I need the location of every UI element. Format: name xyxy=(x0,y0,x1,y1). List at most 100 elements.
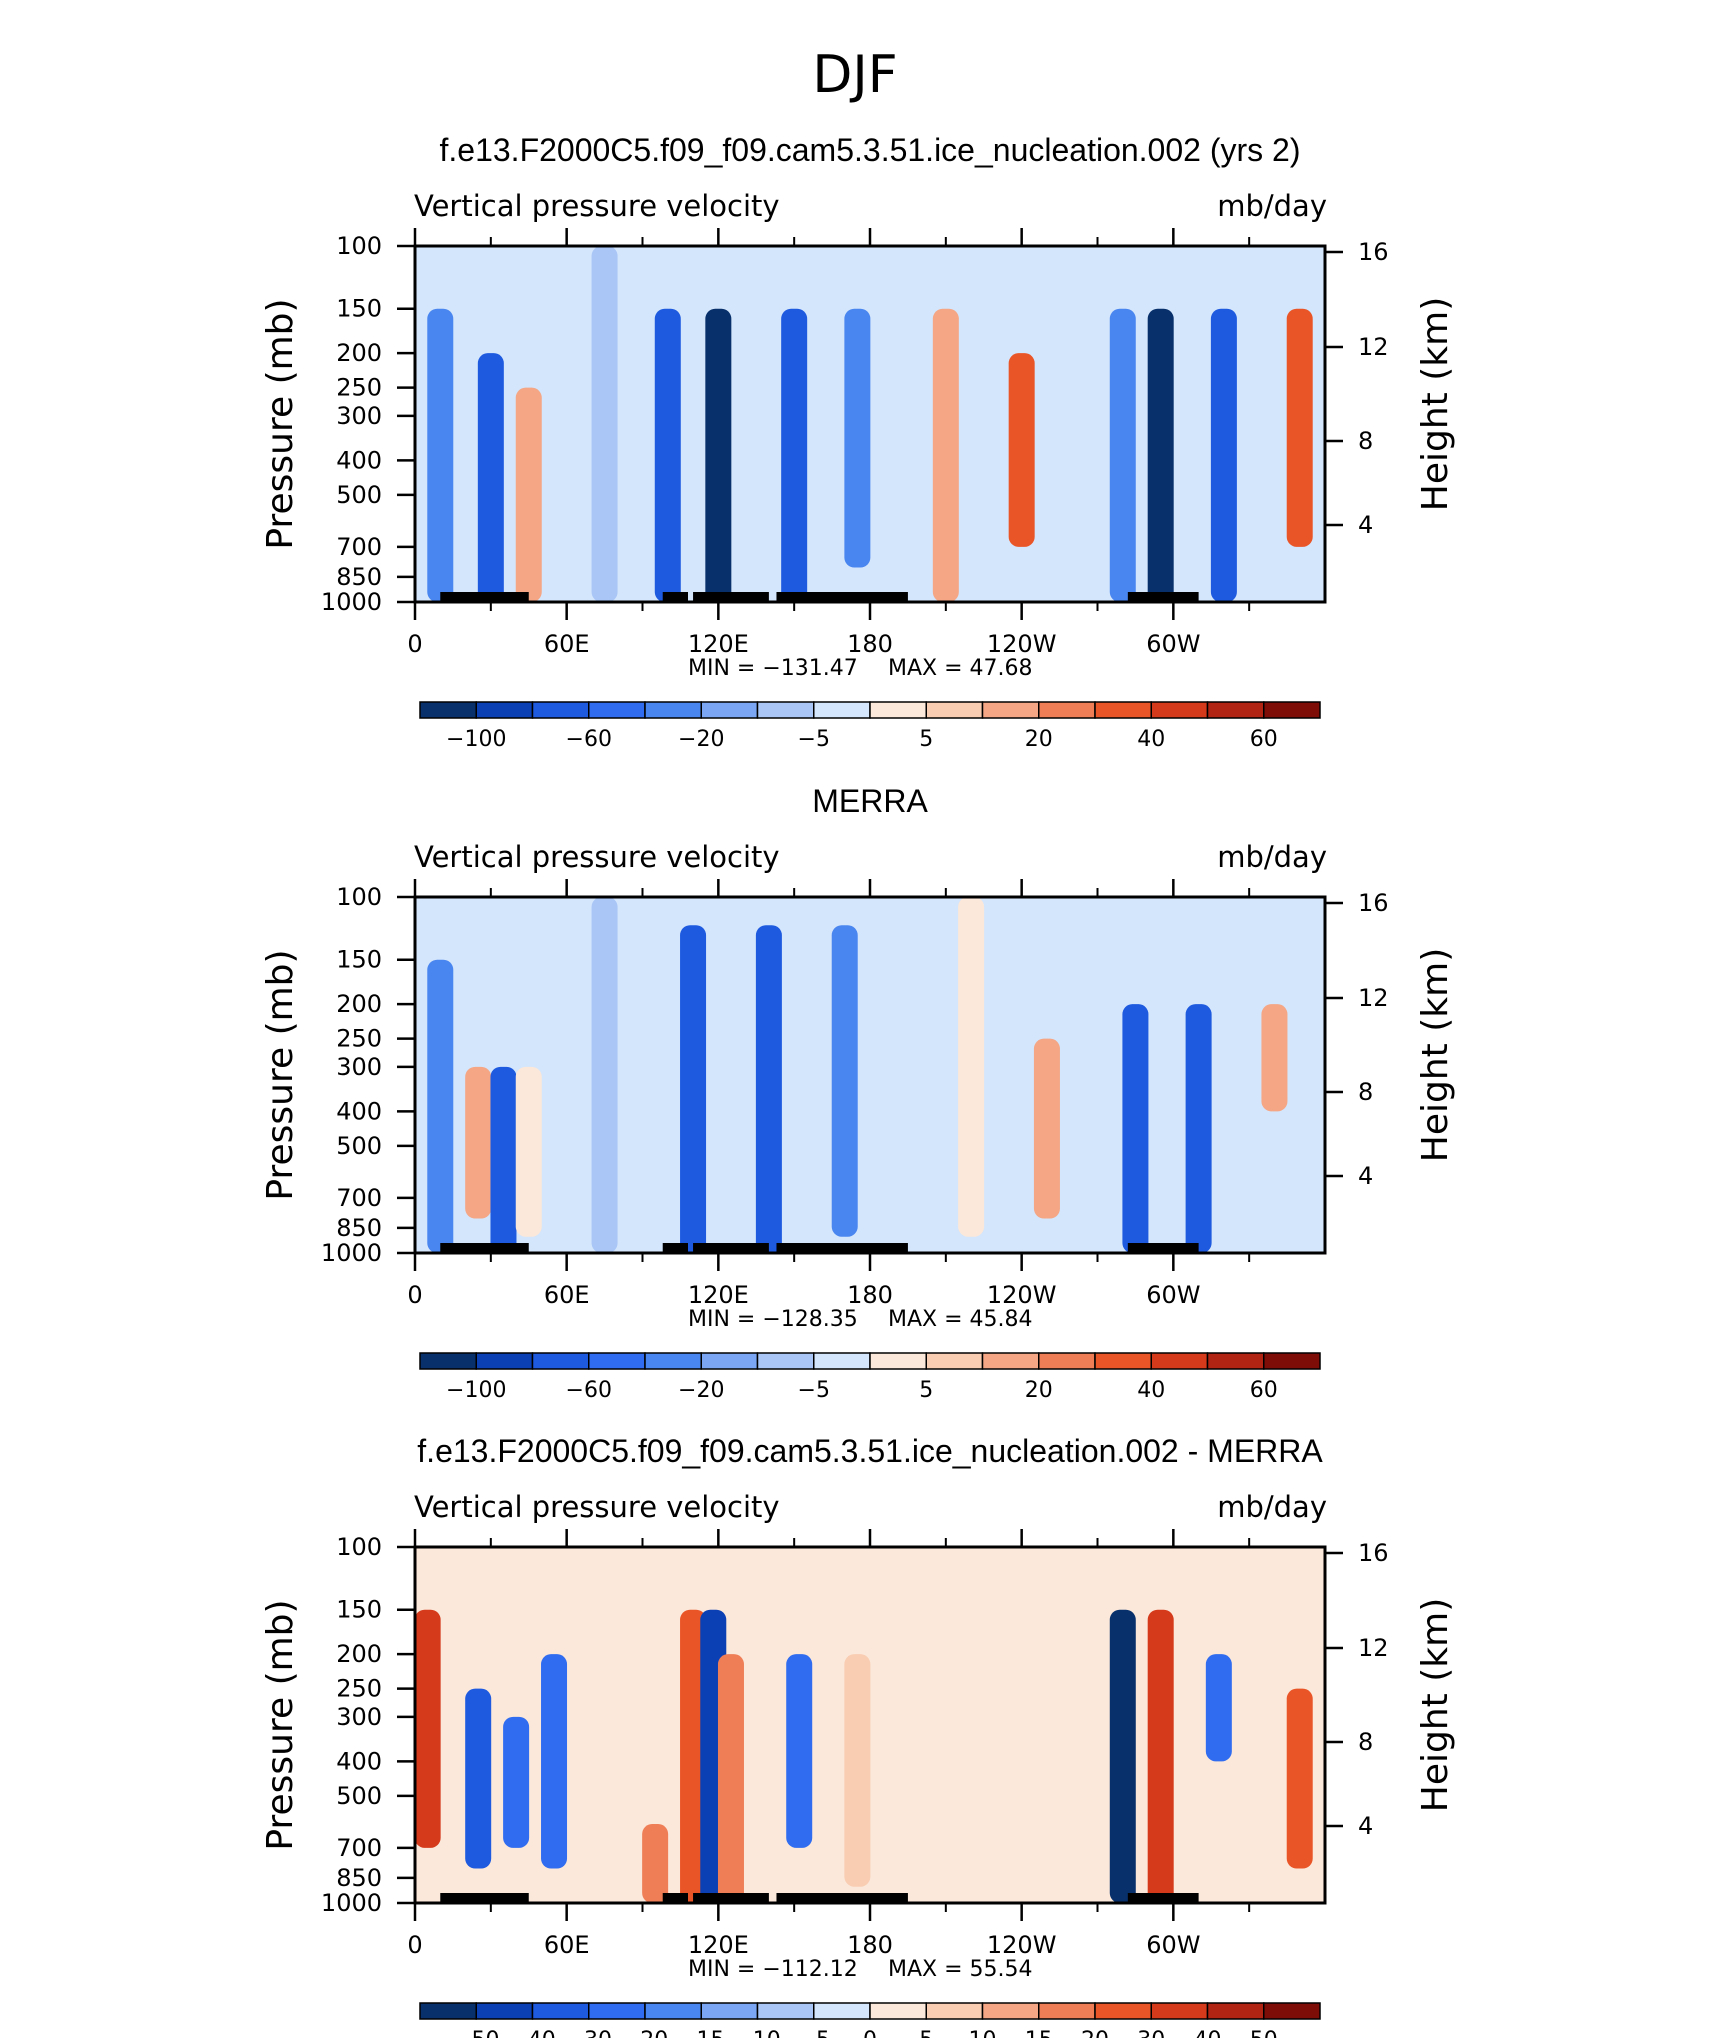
data-cell xyxy=(786,1654,813,1848)
y-tick-label: 200 xyxy=(336,339,382,367)
y-tick-label: 400 xyxy=(336,446,382,474)
colorbar-label: 40 xyxy=(1137,727,1165,752)
colorbar-box xyxy=(925,701,984,719)
y2-tick-label: 16 xyxy=(1358,1539,1389,1567)
data-cell xyxy=(932,308,959,602)
terrain-mask xyxy=(440,592,529,602)
data-cell xyxy=(654,308,681,602)
y-tick-label: 150 xyxy=(336,295,382,323)
colorbar-box xyxy=(475,1352,534,1370)
colorbar-label: −60 xyxy=(566,1378,612,1403)
colorbar-label: 20 xyxy=(1081,2028,1109,2038)
terrain-mask xyxy=(693,592,769,602)
data-cell xyxy=(503,1716,530,1848)
x-tick-label: 180 xyxy=(847,1931,893,1959)
max-label: MAX = 45.84 xyxy=(888,1307,1033,1332)
x-tick-label: 120W xyxy=(987,630,1057,658)
data-cell xyxy=(465,1066,492,1219)
terrain-mask xyxy=(440,1893,529,1903)
colorbar-box xyxy=(1038,701,1096,719)
colorbar-label: −10 xyxy=(734,2028,780,2038)
colorbar-box xyxy=(869,701,927,719)
data-cell xyxy=(717,1654,744,1903)
colorbar-label: 40 xyxy=(1194,2028,1222,2038)
colorbar-box xyxy=(981,2002,1040,2020)
colorbar-label: −100 xyxy=(446,1378,506,1403)
x-tick-label: 120E xyxy=(688,630,749,658)
colorbar-box xyxy=(700,701,759,719)
data-cell xyxy=(1147,308,1174,602)
colorbar-box xyxy=(869,1352,927,1370)
y-tick-label: 150 xyxy=(336,1596,382,1624)
data-cell xyxy=(477,353,504,602)
data-cell xyxy=(541,1654,568,1869)
colorbar-box xyxy=(644,2002,702,2020)
colorbar-label: 60 xyxy=(1250,1378,1278,1403)
left-string: Vertical pressure velocity xyxy=(414,1490,780,1524)
x-tick-label: 180 xyxy=(847,1281,893,1309)
y-tick-label: 150 xyxy=(336,946,382,974)
data-cell xyxy=(427,308,454,602)
colorbar-box xyxy=(588,1352,646,1370)
panels: f.e13.F2000C5.f09_f09.cam5.3.51.ice_nucl… xyxy=(260,132,1456,2038)
colorbar-box xyxy=(700,1352,759,1370)
data-cell xyxy=(1261,1004,1288,1112)
x-tick-label: 120W xyxy=(987,1281,1057,1309)
left-string: Vertical pressure velocity xyxy=(414,189,780,223)
panel-title: f.e13.F2000C5.f09_f09.cam5.3.51.ice_nucl… xyxy=(417,1433,1323,1469)
x-tick-label: 60E xyxy=(544,630,590,658)
data-cell xyxy=(427,959,454,1253)
colorbar-box xyxy=(1206,1352,1265,1370)
colorbar-label: −30 xyxy=(566,2028,612,2038)
data-cell xyxy=(755,925,782,1253)
colorbar-label: −40 xyxy=(509,2028,555,2038)
colorbar-label: −5 xyxy=(798,2028,830,2038)
colorbar-box xyxy=(1038,1352,1096,1370)
data-cell xyxy=(591,246,618,602)
y-tick-label: 300 xyxy=(336,1053,382,1081)
x-tick-label: 120W xyxy=(987,1931,1057,1959)
y-tick-label: 500 xyxy=(336,481,382,509)
data-cell xyxy=(1109,1609,1136,1903)
colorbar-box xyxy=(756,701,815,719)
colorbar-box xyxy=(1206,701,1265,719)
colorbar-label: −5 xyxy=(798,1378,830,1403)
colorbar-label: −20 xyxy=(622,2028,668,2038)
page-title: DJF xyxy=(812,45,897,105)
min-label: MIN = −128.35 xyxy=(688,1307,858,1332)
terrain-mask xyxy=(693,1893,769,1903)
y-tick-label: 200 xyxy=(336,990,382,1018)
terrain-mask xyxy=(440,1243,529,1253)
data-cell xyxy=(642,1824,669,1903)
y-tick-label: 100 xyxy=(336,1533,382,1561)
data-cell xyxy=(515,387,542,602)
terrain-mask xyxy=(693,1243,769,1253)
y-tick-label: 100 xyxy=(336,232,382,260)
data-cell xyxy=(1286,308,1313,547)
terrain-mask xyxy=(662,1893,688,1903)
colorbar-label: 5 xyxy=(919,1378,933,1403)
colorbar-label: −5 xyxy=(798,727,830,752)
y-tick-label: 300 xyxy=(336,402,382,430)
colorbar-box xyxy=(588,2002,646,2020)
y-tick-label: 100 xyxy=(336,883,382,911)
data-cell xyxy=(1033,1038,1060,1219)
x-tick-label: 0 xyxy=(407,630,422,658)
terrain-mask xyxy=(1127,1893,1199,1903)
data-cell xyxy=(490,1066,517,1253)
data-cell xyxy=(1205,1654,1232,1762)
right-string: mb/day xyxy=(1217,840,1327,874)
y2-tick-label: 16 xyxy=(1358,238,1389,266)
y-tick-label: 500 xyxy=(336,1782,382,1810)
colorbar-label: 60 xyxy=(1250,727,1278,752)
data-cell xyxy=(958,897,985,1237)
y-tick-label: 250 xyxy=(336,374,382,402)
colorbar-label: −20 xyxy=(678,1378,724,1403)
colorbar-box xyxy=(1150,2002,1209,2020)
x-tick-label: 60W xyxy=(1146,1281,1200,1309)
left-string: Vertical pressure velocity xyxy=(414,840,780,874)
colorbar-label: −50 xyxy=(453,2028,499,2038)
colorbar-box xyxy=(981,701,1040,719)
data-cell xyxy=(1109,308,1136,602)
colorbar-label: 30 xyxy=(1137,2028,1165,2038)
